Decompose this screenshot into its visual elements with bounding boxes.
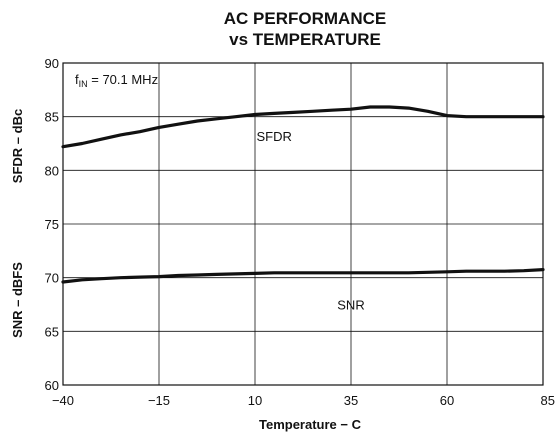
frequency-annotation-value: = 70.1 MHz	[88, 72, 158, 87]
x-tick-label: −40	[52, 393, 74, 408]
series-label-snr: SNR	[337, 298, 364, 313]
y-tick-label: 85	[45, 110, 59, 125]
y-axis-label-sfdr: SFDR – dBc	[10, 109, 25, 183]
series-line-sfdr	[61, 105, 545, 149]
series-line-snr	[61, 268, 545, 284]
series-labels: SFDR SNR	[257, 129, 365, 313]
x-tick-label: 35	[344, 393, 358, 408]
frequency-annotation-prefix: f	[75, 72, 79, 87]
x-tick-label: 60	[440, 393, 454, 408]
series-lines	[61, 105, 545, 284]
chart-title-line-1: AC PERFORMANCE	[224, 9, 386, 28]
plot-frame	[62, 62, 544, 386]
x-tick-label: −15	[148, 393, 170, 408]
y-tick-label: 80	[45, 163, 59, 178]
y-tick-label: 75	[45, 217, 59, 232]
series-label-sfdr: SFDR	[257, 129, 292, 144]
x-tick-label: 10	[248, 393, 262, 408]
frequency-annotation: fIN = 70.1 MHz	[75, 72, 158, 89]
x-axis-label: Temperature − C	[259, 417, 362, 432]
x-tick-labels: −40 −15 10 35 60 85	[52, 393, 555, 408]
x-tick-label: 85	[541, 393, 555, 408]
y-tick-label: 70	[45, 271, 59, 286]
chart-title-line-2: vs TEMPERATURE	[229, 30, 381, 49]
y-axis-label-snr: SNR – dBFS	[10, 262, 25, 338]
y-tick-label: 65	[45, 324, 59, 339]
y-tick-label: 60	[45, 378, 59, 393]
frequency-annotation-subscript: IN	[79, 79, 88, 89]
y-tick-labels: 60 65 70 75 80 85 90	[45, 56, 59, 393]
y-tick-label: 90	[45, 56, 59, 71]
